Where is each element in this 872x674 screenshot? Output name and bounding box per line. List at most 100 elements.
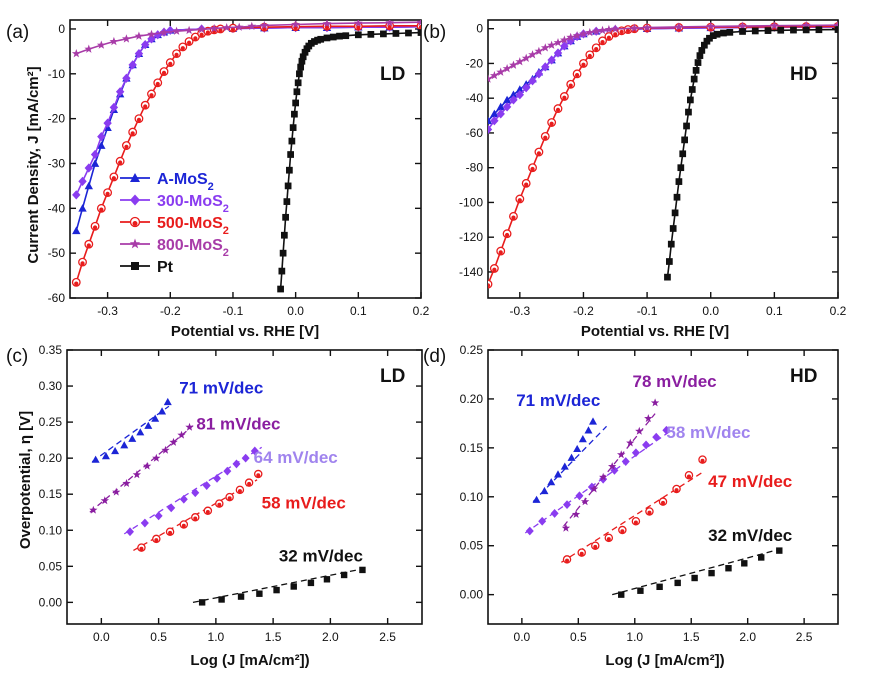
y-tick-label: 0 (58, 22, 65, 36)
fit-line (532, 425, 608, 503)
data-point-fill (139, 546, 144, 551)
data-point (367, 30, 375, 38)
data-point (281, 231, 288, 239)
x-tick-label: 0.2 (413, 304, 430, 318)
fit-line (91, 405, 170, 463)
plot-frame (66, 349, 423, 625)
slope-annotation: 58 mV/dec (666, 423, 750, 442)
data-point (589, 417, 597, 425)
y-tick-label: 0.30 (39, 379, 63, 393)
panel-a: -0.3 -0.2 -0.1 0.0 0.1 0.2 -60 -50 -40 -30 -20 -10 0… (6, 19, 430, 318)
data-point (642, 440, 651, 450)
data-point (777, 26, 785, 34)
data-point (528, 76, 537, 86)
data-point-fill (700, 458, 705, 463)
data-point (342, 32, 350, 40)
data-point-fill (613, 32, 618, 37)
data-point (515, 57, 525, 66)
data-point-fill (256, 473, 261, 478)
data-point (566, 36, 575, 46)
data-point (626, 438, 635, 447)
data-point (667, 240, 675, 248)
data-point (111, 446, 120, 455)
data-point (159, 27, 169, 37)
data-point (293, 88, 301, 96)
data-point (662, 425, 671, 435)
data-point (143, 461, 152, 470)
data-point-fill (536, 151, 542, 156)
y-tick-label: 0.15 (39, 487, 63, 501)
data-point (167, 503, 176, 513)
data-point-fill (154, 538, 159, 543)
y-tick-label: -30 (48, 156, 66, 170)
data-point-fill (647, 510, 652, 515)
data-point-fill (620, 529, 625, 534)
data-point (509, 90, 518, 99)
data-point-fill (549, 121, 554, 126)
data-point-fill (143, 104, 148, 109)
data-point (329, 33, 337, 41)
data-point (291, 110, 298, 118)
data-point (770, 21, 779, 30)
xlabel-bottom-right: Log (J [mA/cm²]) (605, 652, 724, 669)
panel-label: (d) (423, 346, 446, 367)
data-point-fill (568, 83, 573, 88)
data-point (222, 23, 232, 32)
fit-line (561, 471, 703, 563)
data-point (198, 599, 206, 606)
data-point (618, 591, 625, 598)
y-tick-label: -20 (466, 56, 484, 70)
legend-marker (131, 262, 139, 270)
data-point (120, 441, 129, 449)
data-point (701, 41, 708, 49)
data-point (598, 25, 607, 35)
plot-frame (487, 349, 839, 625)
data-point (158, 407, 167, 415)
slope-annotation: 81 mV/dec (196, 414, 280, 433)
y-tick-label: -80 (466, 161, 484, 175)
y-tick-label: 0 (476, 22, 483, 36)
data-point (179, 494, 188, 504)
data-point (739, 28, 746, 35)
data-point (509, 60, 518, 69)
panel-tag: HD (790, 366, 817, 387)
y-tick-label: 0.25 (39, 415, 63, 429)
data-point (502, 64, 512, 73)
slope-annotation: 32 mV/dec (279, 546, 363, 565)
data-point-fill (387, 24, 392, 30)
data-point (488, 116, 493, 125)
panel-d: 0.0 0.5 1.0 1.5 2.0 2.5 0.00 0.05 0.10 0.15 0.20 0.… (423, 343, 839, 644)
x-tick-label: -0.3 (509, 304, 530, 318)
y-tick-label: -40 (466, 91, 484, 105)
data-group (488, 20, 838, 289)
data-point (515, 90, 525, 100)
y-tick-label: -140 (459, 265, 483, 279)
panel-label: (a) (6, 22, 29, 43)
data-point-fill (530, 166, 535, 172)
data-point (801, 20, 811, 30)
data-point (256, 590, 263, 597)
slope-annotation: 47 mV/dec (708, 472, 792, 491)
y-tick-label: -120 (459, 230, 483, 244)
data-point (128, 434, 137, 442)
plot-frame (69, 19, 422, 299)
data-point-fill (661, 500, 665, 505)
data-point (637, 587, 644, 594)
data-point (136, 428, 145, 436)
data-point (675, 178, 683, 185)
y-tick-label: 0.05 (460, 539, 484, 553)
data-point (515, 85, 525, 93)
legend-marker-fill (132, 221, 138, 226)
data-point (677, 164, 685, 172)
data-point-fill (199, 32, 204, 37)
data-point (153, 30, 162, 40)
data-point (259, 20, 269, 30)
data-point (547, 40, 556, 49)
legend-label: 800-MoS2 (157, 237, 229, 259)
data-point-fill (488, 283, 491, 288)
data-point (97, 141, 106, 149)
data-point (502, 102, 512, 112)
data-point (141, 40, 150, 50)
data-point (698, 47, 706, 54)
data-point (152, 453, 161, 462)
